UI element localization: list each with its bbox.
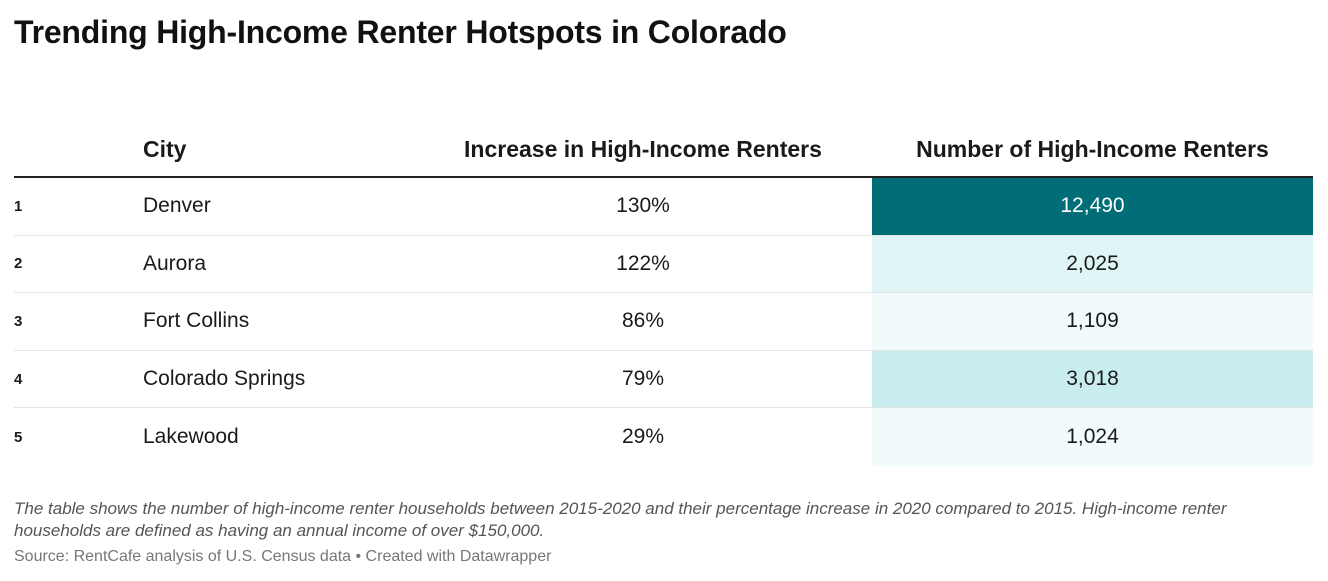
number-cell: 1,024 (872, 408, 1313, 466)
increase-cell: 79% (621, 367, 665, 391)
city-cell: Fort Collins (143, 309, 250, 333)
chart-title: Trending High-Income Renter Hotspots in … (14, 14, 787, 50)
table-body: 1 Denver 130% 12,490 2 Aurora 122% 2,025 3 Fort C… (14, 178, 1313, 466)
city-cell: Aurora (143, 251, 207, 275)
number-cell: 1,109 (872, 293, 1313, 350)
number-cell: 3,018 (872, 350, 1313, 408)
column-header-number[interactable]: Number of High-Income Renters (916, 136, 1269, 162)
increase-cell: 122% (616, 251, 670, 275)
table-row: 4 Colorado Springs 79% 3,018 (14, 350, 1313, 409)
increase-cell: 86% (621, 309, 665, 333)
table-row: 1 Denver 130% 12,490 (14, 178, 1313, 236)
rank-cell: 3 (14, 312, 23, 330)
column-header-city[interactable]: City (143, 136, 187, 162)
table-row: 2 Aurora 122% 2,025 (14, 235, 1313, 294)
table-footnote: The table shows the number of high-incom… (14, 499, 1227, 540)
number-cell: 2,025 (872, 235, 1313, 293)
rank-cell: 1 (14, 197, 23, 215)
city-cell: Lakewood (143, 425, 239, 449)
city-cell: Denver (143, 194, 211, 218)
data-table: City Increase in High-Income Renters Num… (14, 120, 1313, 466)
increase-cell: 29% (621, 425, 665, 449)
table-row: 5 Lakewood 29% 1,024 (14, 408, 1313, 466)
number-cell: 12,490 (872, 178, 1313, 235)
table-row: 3 Fort Collins 86% 1,109 (14, 293, 1313, 351)
table-header: City Increase in High-Income Renters Num… (14, 120, 1313, 178)
rank-cell: 5 (14, 428, 23, 446)
column-header-increase[interactable]: Increase in High-Income Renters (464, 136, 822, 162)
source-line: Source: RentCafe analysis of U.S. Census… (14, 548, 552, 565)
rank-cell: 4 (14, 370, 23, 388)
increase-cell: 130% (616, 194, 670, 218)
city-cell: Colorado Springs (143, 367, 306, 391)
rank-cell: 2 (14, 255, 23, 273)
